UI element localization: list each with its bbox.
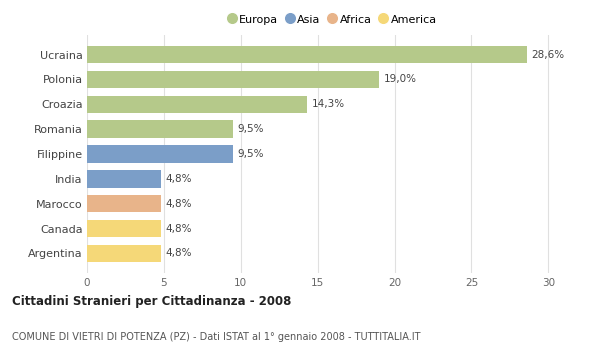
Text: COMUNE DI VIETRI DI POTENZA (PZ) - Dati ISTAT al 1° gennaio 2008 - TUTTITALIA.IT: COMUNE DI VIETRI DI POTENZA (PZ) - Dati … bbox=[12, 331, 421, 342]
Bar bbox=[87, 195, 161, 212]
Bar bbox=[87, 145, 233, 163]
Text: Cittadini Stranieri per Cittadinanza - 2008: Cittadini Stranieri per Cittadinanza - 2… bbox=[12, 294, 292, 308]
Bar bbox=[87, 96, 307, 113]
Bar bbox=[87, 71, 379, 88]
Text: 9,5%: 9,5% bbox=[238, 149, 264, 159]
Text: 4,8%: 4,8% bbox=[166, 248, 192, 259]
Text: 9,5%: 9,5% bbox=[238, 124, 264, 134]
Bar bbox=[87, 170, 161, 188]
Text: 4,8%: 4,8% bbox=[166, 199, 192, 209]
Text: 4,8%: 4,8% bbox=[166, 174, 192, 184]
Bar bbox=[87, 46, 527, 63]
Bar bbox=[87, 245, 161, 262]
Bar bbox=[87, 120, 233, 138]
Legend: Europa, Asia, Africa, America: Europa, Asia, Africa, America bbox=[229, 14, 437, 25]
Text: 28,6%: 28,6% bbox=[532, 49, 565, 60]
Bar bbox=[87, 220, 161, 237]
Text: 19,0%: 19,0% bbox=[384, 75, 417, 84]
Text: 14,3%: 14,3% bbox=[311, 99, 344, 109]
Text: 4,8%: 4,8% bbox=[166, 224, 192, 233]
